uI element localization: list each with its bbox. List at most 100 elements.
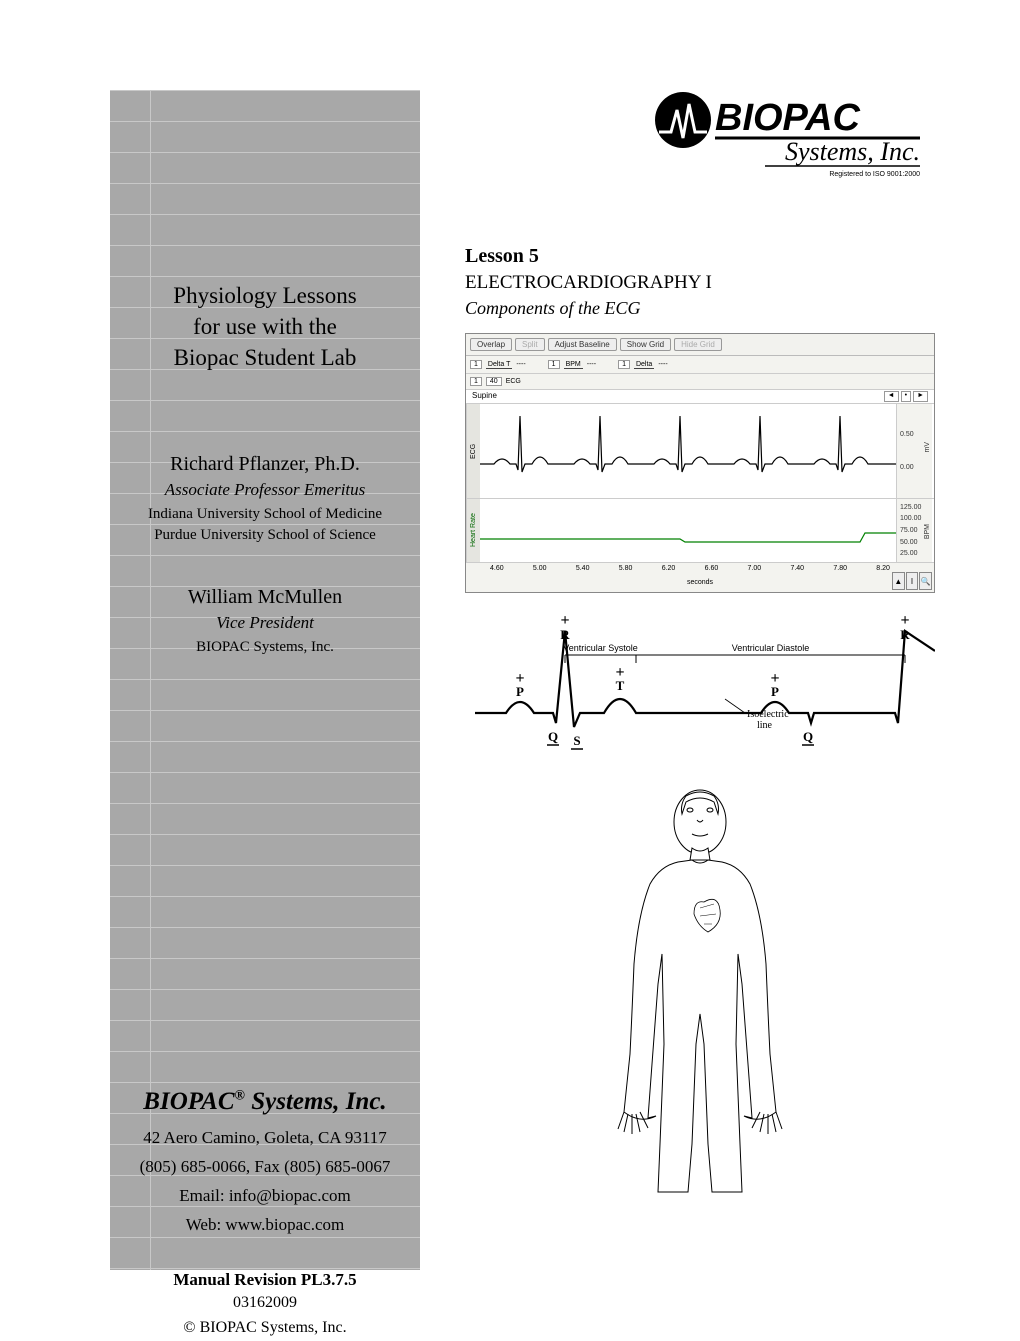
x-tick: 5.00 bbox=[533, 565, 547, 587]
rate-y-axis: 125.00100.0075.0050.0025.00BPM bbox=[896, 499, 932, 562]
screenshot-tools: ▲ I 🔍 bbox=[892, 572, 932, 590]
y-tick: 50.00 bbox=[900, 539, 918, 546]
toolbar-button[interactable]: Adjust Baseline bbox=[548, 338, 617, 351]
lesson-heading: Lesson 5 ELECTROCARDIOGRAPHY I Component… bbox=[465, 245, 935, 319]
ecg-plot: ECG 0.50 0.00 mV bbox=[466, 404, 934, 499]
lessons-title-line: Physiology Lessons bbox=[130, 280, 400, 311]
right-column: BIOPAC Systems, Inc. Registered to ISO 9… bbox=[465, 90, 935, 1204]
channel-value: ---- bbox=[658, 361, 667, 368]
lessons-title-line: for use with the bbox=[130, 311, 400, 342]
lessons-title-line: Biopac Student Lab bbox=[130, 342, 400, 373]
ecg-y-axis: 0.50 0.00 mV bbox=[896, 404, 932, 498]
toolbar-button[interactable]: Overlap bbox=[470, 338, 512, 351]
author-affiliation: Indiana University School of Medicine bbox=[130, 504, 400, 525]
ibeam-tool-icon[interactable]: I bbox=[906, 572, 919, 590]
x-tick: 7.80 bbox=[833, 565, 847, 587]
author-affiliation: Purdue University School of Science bbox=[130, 525, 400, 546]
author-title: Associate Professor Emeritus bbox=[130, 480, 400, 500]
y-tick: 0.50 bbox=[900, 431, 914, 438]
copyright: © BIOPAC Systems, Inc. bbox=[130, 1315, 400, 1341]
company-phone: (805) 685-0066, Fax (805) 685-0067 bbox=[130, 1153, 400, 1182]
toolbar-button[interactable]: Split bbox=[515, 338, 545, 351]
company-name: BIOPAC® Systems, Inc. bbox=[130, 1088, 400, 1116]
sidebar-content: Physiology Lessons for use with the Biop… bbox=[110, 90, 420, 1341]
x-tick: 4.60 bbox=[490, 565, 504, 587]
svg-text:S: S bbox=[573, 733, 580, 748]
software-screenshot: Overlap Split Adjust Baseline Show Grid … bbox=[465, 333, 935, 593]
x-tick: 8.20 bbox=[876, 565, 890, 587]
nav-right-icon[interactable]: ► bbox=[913, 391, 928, 402]
x-tick: 7.40 bbox=[790, 565, 804, 587]
nav-dot-icon[interactable]: • bbox=[901, 391, 911, 402]
nav-left-icon[interactable]: ◄ bbox=[884, 391, 899, 402]
author-affiliation: BIOPAC Systems, Inc. bbox=[130, 637, 400, 658]
channel-value: ---- bbox=[587, 361, 596, 368]
company-address: 42 Aero Camino, Goleta, CA 93117 bbox=[130, 1124, 400, 1153]
company-email: Email: info@biopac.com bbox=[130, 1182, 400, 1211]
logo-subtitle: Systems, Inc. bbox=[785, 137, 920, 166]
x-tick: 6.20 bbox=[662, 565, 676, 587]
logo: BIOPAC Systems, Inc. Registered to ISO 9… bbox=[465, 90, 935, 190]
ecg-side-label: ECG bbox=[466, 404, 480, 498]
svg-text:Isoelectric: Isoelectric bbox=[747, 709, 789, 720]
revision-label: Manual Revision PL3.7.5 bbox=[130, 1270, 400, 1290]
channel-chip[interactable]: 1 bbox=[548, 360, 560, 369]
rate-line-svg bbox=[480, 499, 900, 563]
x-axis: 4.605.005.405.806.206.607.007.407.808.20… bbox=[466, 563, 934, 587]
company-name-suffix: Systems, Inc. bbox=[245, 1088, 387, 1115]
screenshot-channel-row: 1 Delta T ---- 1 BPM ---- 1 Delta ---- bbox=[466, 356, 934, 374]
channel-chip[interactable]: 1 bbox=[618, 360, 630, 369]
revision-block: Manual Revision PL3.7.5 03162009 © BIOPA… bbox=[130, 1270, 400, 1341]
svg-text:line: line bbox=[757, 720, 773, 731]
y-unit: BPM bbox=[924, 524, 931, 539]
author-name: William McMullen bbox=[130, 586, 400, 609]
svg-text:Ventricular Systole: Ventricular Systole bbox=[563, 643, 638, 653]
segment-label: Supine bbox=[472, 391, 497, 402]
zoom-tool-icon[interactable]: 🔍 bbox=[919, 572, 932, 590]
logo-brand-text: BIOPAC bbox=[715, 97, 861, 139]
svg-text:R: R bbox=[560, 627, 570, 642]
lesson-subtitle: Components of the ECG bbox=[465, 298, 935, 319]
channel-label: Delta bbox=[634, 361, 654, 369]
logo-registration: Registered to ISO 9001:2000 bbox=[829, 171, 920, 178]
author-name: Richard Pflanzer, Ph.D. bbox=[130, 453, 400, 476]
x-axis-label: seconds bbox=[687, 579, 713, 586]
sidebar: Physiology Lessons for use with the Biop… bbox=[110, 90, 420, 1270]
arrow-tool-icon[interactable]: ▲ bbox=[892, 572, 905, 590]
toolbar-button[interactable]: Hide Grid bbox=[674, 338, 722, 351]
rate-side-label: Heart Rate bbox=[466, 499, 480, 562]
toolbar-button[interactable]: Show Grid bbox=[620, 338, 671, 351]
screenshot-row3: 1 40 ECG bbox=[466, 374, 934, 390]
svg-text:R: R bbox=[900, 627, 910, 642]
segment-bar: Supine ◄ • ► bbox=[466, 390, 934, 404]
rate-plot: Heart Rate 125.00100.0075.0050.0025.00BP… bbox=[466, 499, 934, 563]
lesson-number: Lesson 5 bbox=[465, 245, 935, 268]
channel-chip[interactable]: 1 bbox=[470, 360, 482, 369]
y-tick: 100.00 bbox=[900, 515, 921, 522]
svg-text:Q: Q bbox=[548, 729, 558, 744]
ecg-diagram: +P+R+T+P+RQSQVentricular SystoleVentricu… bbox=[465, 603, 935, 773]
channel-value: ---- bbox=[516, 361, 525, 368]
y-unit: mV bbox=[924, 442, 931, 453]
lesson-topic: ELECTROCARDIOGRAPHY I bbox=[465, 272, 935, 294]
screenshot-toolbar: Overlap Split Adjust Baseline Show Grid … bbox=[466, 334, 934, 356]
revision-date: 03162009 bbox=[130, 1290, 400, 1316]
channel-label: Delta T bbox=[486, 361, 512, 369]
y-tick: 0.00 bbox=[900, 464, 914, 471]
channel-chip[interactable]: 1 bbox=[470, 377, 482, 386]
registered-symbol: ® bbox=[235, 1089, 245, 1104]
company-block: BIOPAC® Systems, Inc. 42 Aero Camino, Go… bbox=[130, 1088, 400, 1341]
lessons-title: Physiology Lessons for use with the Biop… bbox=[130, 280, 400, 373]
x-tick: 5.80 bbox=[619, 565, 633, 587]
svg-text:P: P bbox=[516, 684, 524, 699]
svg-text:Q: Q bbox=[803, 729, 813, 744]
channel-num[interactable]: 40 bbox=[486, 377, 502, 386]
channel-label: ECG bbox=[506, 378, 521, 385]
svg-text:Ventricular Diastole: Ventricular Diastole bbox=[732, 643, 810, 653]
biopac-logo-svg: BIOPAC Systems, Inc. Registered to ISO 9… bbox=[645, 90, 925, 185]
company-web: Web: www.biopac.com bbox=[130, 1211, 400, 1240]
ecg-waveform-svg bbox=[480, 404, 900, 499]
channel-label: BPM bbox=[564, 361, 583, 369]
x-tick: 5.40 bbox=[576, 565, 590, 587]
svg-text:T: T bbox=[616, 678, 625, 693]
